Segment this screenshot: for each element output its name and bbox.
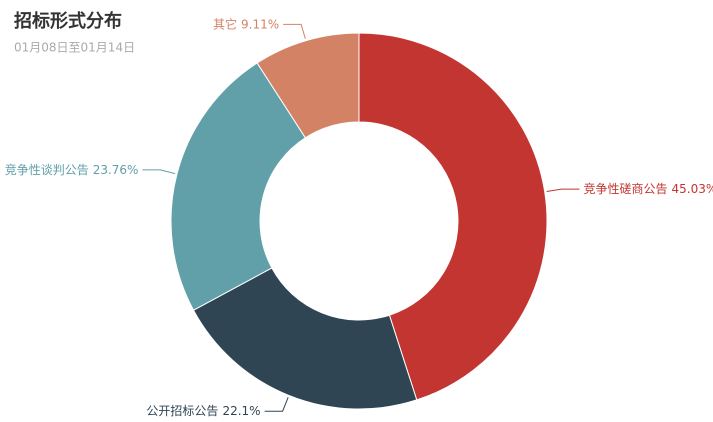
leader-line [264,397,289,412]
slice-name: 其它 [213,16,237,31]
pie-slice [256,32,360,139]
slice-name: 竞争性磋商公告 [584,181,668,196]
slice-label: 竞争性磋商公告 45.03% [584,181,713,196]
pie-slice [170,62,307,311]
slice-label: 其它 9.11% [213,16,279,31]
leader-line [546,188,580,192]
leader-line [142,169,176,175]
chart-subtitle: 01月08日至01月14日 [14,41,135,55]
slice-label: 公开招标公告 22.1% [146,404,260,418]
slice-value: 22.1% [222,404,260,418]
pie-slice [192,267,418,410]
slice-value: 45.03% [672,182,713,196]
slice-value: 23.76% [93,162,139,176]
slice-name: 竞争性谈判公告 [5,162,89,176]
slice-value: 9.11% [241,17,279,31]
leader-line [283,23,306,39]
slice-label: 竞争性谈判公告 23.76% [5,162,139,176]
chart-title: 招标形式分布 [14,10,122,32]
pie-slice [358,32,548,401]
slice-name: 公开招标公告 [146,404,218,418]
